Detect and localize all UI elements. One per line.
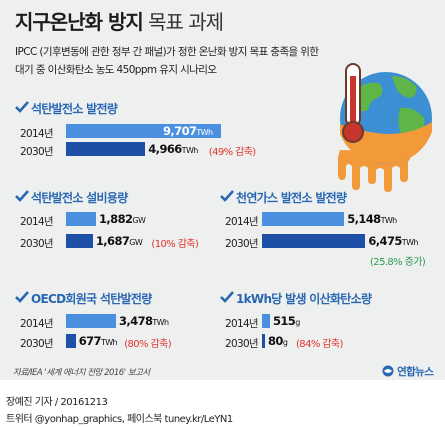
logo-text: 연합뉴스 bbox=[397, 366, 434, 378]
page-title: 지구온난화 방지 목표 과제 bbox=[15, 6, 224, 35]
value-label: 6,475TWh bbox=[368, 234, 418, 248]
check-icon bbox=[15, 101, 29, 113]
year-label: 2030년 bbox=[20, 338, 54, 350]
bar-2030 bbox=[262, 334, 265, 348]
value-label: 515g bbox=[273, 314, 300, 328]
credit-social: 트위터 @yonhap_graphics, 페이스북 tuney.kr/LeYN… bbox=[6, 414, 233, 425]
description-line-2: 대기 중 이산화탄소 농도 450ppm 유지 시나리오 bbox=[15, 64, 217, 76]
value-label: 4,966TWh bbox=[148, 142, 198, 156]
value-label: 3,478TWh bbox=[119, 314, 169, 328]
yonhap-logo: 연합뉴스 bbox=[382, 364, 434, 379]
infographic-card: 지구온난화 방지 목표 과제 IPCC (기후변동에 관한 정부 간 패널)가 … bbox=[0, 0, 445, 380]
value-label: 80g bbox=[268, 334, 288, 348]
bar-2030 bbox=[66, 142, 146, 156]
year-label: 2014년 bbox=[20, 128, 54, 140]
year-label: 2014년 bbox=[20, 216, 54, 228]
year-label: 2030년 bbox=[20, 146, 54, 158]
bar-2014 bbox=[66, 212, 96, 226]
change-label: (25.8% 증가) bbox=[370, 257, 426, 268]
value-label: 677TWh bbox=[78, 334, 118, 348]
check-icon bbox=[15, 291, 29, 303]
melting-earth-thermometer-illustration bbox=[338, 63, 432, 192]
value-label: 5,148TWh bbox=[347, 212, 397, 226]
description-line-1: IPCC (기후변동에 관한 정부 간 패널)가 정한 온난화 방지 목표 충족… bbox=[15, 46, 319, 58]
year-label: 2030년 bbox=[20, 238, 54, 250]
bar-2014 bbox=[66, 124, 221, 138]
chart-title: 1kWh당 발생 이산화탄소량 bbox=[236, 292, 372, 306]
value-label: 1,687GW bbox=[95, 234, 143, 248]
year-label: 2030년 bbox=[225, 238, 259, 250]
yonhap-logo-icon bbox=[382, 365, 394, 377]
bar-2030 bbox=[66, 234, 93, 248]
change-label: (84% 감축) bbox=[296, 339, 343, 350]
year-label: 2030년 bbox=[225, 338, 259, 350]
value-label: 9,707TWh bbox=[163, 124, 213, 138]
change-label: (49% 감축) bbox=[208, 147, 256, 158]
change-label: (80% 감축) bbox=[124, 339, 172, 350]
check-icon bbox=[220, 291, 234, 303]
bar-2030 bbox=[262, 234, 366, 248]
bar-2014 bbox=[66, 314, 116, 328]
source-note: 자료/IEA '세계 에너지 전망 2016' 보고서 bbox=[13, 368, 150, 378]
bar-2014 bbox=[262, 314, 270, 328]
value-label: 1,882GW bbox=[99, 212, 146, 226]
year-label: 2014년 bbox=[225, 216, 259, 228]
check-icon bbox=[220, 190, 234, 202]
chart-title: 천연가스 발전소 발전량 bbox=[236, 191, 347, 205]
check-icon bbox=[15, 190, 29, 202]
chart-title: OECD회원국 석탄발전량 bbox=[31, 292, 152, 306]
year-label: 2014년 bbox=[20, 318, 54, 330]
year-label: 2014년 bbox=[225, 318, 259, 330]
chart-title: 석탄발전소 발전량 bbox=[31, 102, 118, 116]
title-bold: 지구온난화 방지 bbox=[15, 10, 144, 34]
title-light: 목표 과제 bbox=[148, 10, 224, 34]
change-label: (10% 감축) bbox=[151, 239, 199, 250]
bar-2030 bbox=[66, 334, 76, 348]
credit-reporter: 장예진 기자 / 20161213 bbox=[6, 397, 108, 408]
chart-title: 석탄발전소 설비용량 bbox=[31, 191, 128, 205]
bar-2014 bbox=[262, 212, 345, 226]
